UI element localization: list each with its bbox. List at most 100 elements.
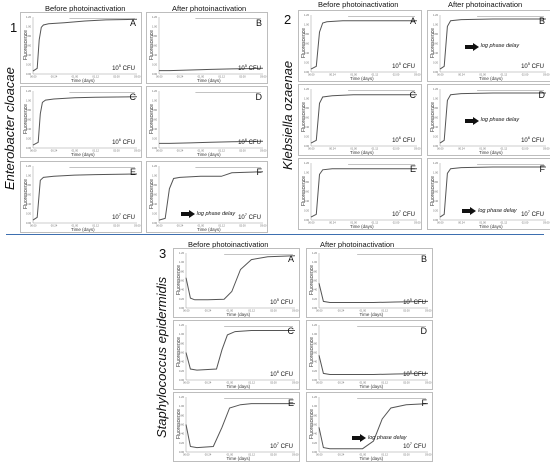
x-axis-label: Time (days) [350,223,374,229]
panel-letter: A [129,18,136,28]
panel-plot-svg: 00.00 00.24 01.00 01.12 02.00 03.00 1.20 1.00 0.… [312,323,432,385]
x-tick-label: 00.24 [205,309,212,313]
x-tick-label: 01.00 [72,224,79,228]
x-tick-label: 00.24 [338,381,345,385]
y-tick-label: 0.20 [152,137,158,141]
x-tick-label: 03.00 [134,75,141,79]
x-tick-label: 01.00 [198,75,205,79]
y-tick-label: 0.60 [433,42,439,46]
inoculum-unit: CFU [530,64,544,70]
inoculum-base: 10 [521,64,528,70]
inoculum-exponent: 6 [118,137,121,142]
x-tick-label: 02.00 [239,224,246,228]
y-axis-label: Fluorescence [430,101,436,132]
x-tick-label: 00.00 [316,381,323,385]
y-axis-label: Fluorescence [23,103,29,134]
y-tick-label: 0.80 [304,180,310,184]
inoculum-label: 107 CFU [521,209,544,218]
panel-2-c: 00.00 00.24 01.00 01.12 02.00 03.00 1.20 1.00 0.… [298,84,422,156]
y-tick-label: 1.00 [304,97,310,101]
x-tick-label: 01.00 [198,224,205,228]
y-tick-label: 0.00 [179,378,185,382]
y-tick-label: 1.20 [152,164,158,168]
panel-letter: C [409,90,417,100]
inoculum-unit: CFU [401,64,415,70]
x-tick-label: 01.12 [248,309,255,313]
x-tick-label: 01.12 [372,147,379,151]
x-tick-label: 00.00 [437,221,444,225]
x-tick-label: 01.12 [381,381,388,385]
inoculum-exponent: 5 [276,297,279,302]
y-tick-label: 0.20 [26,137,32,141]
x-tick-label: 01.00 [198,149,205,153]
inoculum-unit: CFU [530,138,544,144]
x-tick-label: 00.00 [156,75,163,79]
x-tick-label: 02.00 [113,224,120,228]
x-tick-label: 01.12 [501,147,508,151]
y-tick-label: 0.80 [179,413,185,417]
x-axis-label: Time (days) [226,311,251,317]
panel-plot-svg: 00.00 00.24 01.00 01.12 02.00 03.00 1.20 1.00 0.… [26,89,141,153]
x-tick-label: 01.12 [381,453,388,457]
x-tick-label: 01.00 [227,309,234,313]
y-tick-label: 1.20 [304,161,310,165]
x-tick-label: 00.00 [308,221,315,225]
x-tick-label: 01.00 [350,73,357,77]
y-tick-label: 0.00 [179,450,185,454]
panel-3-c: 00.00 00.24 01.00 01.12 02.00 03.00 1.20 1.00 0.… [173,320,300,390]
x-axis-label: Time (days) [71,77,95,83]
x-tick-label: 01.12 [92,75,99,79]
x-tick-label: 01.12 [381,309,388,313]
y-axis-label: Fluorescence [176,264,182,295]
header-after-2: After photoinactivation [448,0,523,9]
y-tick-label: 0.60 [152,44,158,48]
x-tick-label: 00.00 [308,147,315,151]
inoculum-base: 10 [238,215,245,221]
panel-letter: C [129,92,137,102]
y-tick-label: 0.40 [312,432,318,436]
y-tick-label: 0.00 [304,218,310,222]
panel-3-e: 00.00 00.24 01.00 01.12 02.00 03.00 1.20 1.00 0.… [173,392,300,462]
x-tick-label: 00.24 [51,149,58,153]
y-tick-label: 0.00 [312,450,318,454]
y-tick-label: 0.20 [152,212,158,216]
panel-plot-svg: 00.00 00.24 01.00 01.12 02.00 03.00 1.20 1.00 0.… [304,87,421,151]
x-tick-label: 01.12 [218,149,225,153]
y-tick-label: 1.20 [433,87,439,91]
y-tick-label: 0.80 [304,32,310,36]
x-axis-label: Time (days) [350,149,374,155]
inoculum-unit: CFU [401,138,415,144]
y-tick-label: 0.40 [26,53,32,57]
x-tick-label: 03.00 [134,224,141,228]
y-tick-label: 1.20 [304,13,310,17]
y-axis-label: Fluorescence [301,27,307,58]
inoculum-label: 105 CFU [392,61,415,70]
x-axis-label: Time (days) [359,383,384,389]
panel-1-a: 00.00 00.24 01.00 01.12 02.00 03.00 1.20 1.00 0.… [20,12,142,84]
x-tick-label: 03.00 [543,221,550,225]
x-tick-label: 00.00 [156,149,163,153]
inoculum-unit: CFU [279,444,293,450]
x-tick-label: 02.00 [393,147,400,151]
fluorescence-curve [185,255,296,301]
x-tick-label: 00.00 [30,149,37,153]
x-tick-label: 00.24 [338,309,345,313]
inoculum-unit: CFU [412,372,426,378]
inoculum-unit: CFU [412,444,426,450]
x-tick-label: 01.00 [227,453,234,457]
y-tick-label: 1.00 [26,174,32,178]
x-tick-label: 02.00 [270,381,277,385]
y-tick-label: 0.60 [312,351,318,355]
y-tick-label: 1.00 [433,23,439,27]
panel-plot-svg: 00.00 00.24 01.00 01.12 02.00 03.00 1.20 1.00 0.… [433,161,550,225]
inoculum-exponent: 7 [276,441,279,446]
y-tick-label: 0.00 [304,144,310,148]
x-tick-label: 01.00 [479,147,486,151]
x-axis-label: Time (days) [359,455,384,461]
x-tick-label: 00.24 [338,453,345,457]
x-tick-label: 00.00 [308,73,315,77]
x-tick-label: 00.24 [177,149,184,153]
x-tick-label: 02.00 [403,309,410,313]
y-tick-label: 0.60 [312,279,318,283]
y-tick-label: 1.00 [312,332,318,336]
